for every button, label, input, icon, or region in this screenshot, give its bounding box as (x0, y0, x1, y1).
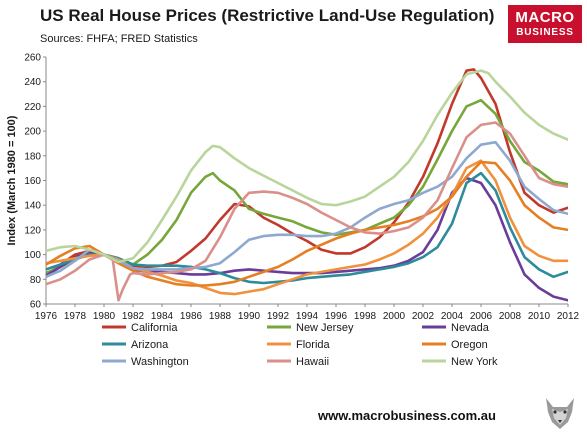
chart-title: US Real House Prices (Restrictive Land-U… (40, 6, 495, 25)
x-tick-label: 1978 (64, 311, 87, 322)
legend-label-arizona: Arizona (131, 339, 169, 351)
x-tick-label: 1982 (122, 311, 145, 322)
y-tick-label: 260 (24, 53, 41, 64)
series-line-washington (46, 140, 568, 279)
x-tick-label: 1994 (296, 311, 319, 322)
series-line-new-jersey (46, 98, 568, 275)
y-tick-label: 160 (24, 176, 41, 187)
x-tick-label: 2002 (412, 311, 435, 322)
x-tick-label: 1976 (35, 311, 58, 322)
wolf-logo-icon (540, 392, 580, 432)
legend-label-washington: Washington (131, 356, 189, 368)
y-tick-label: 220 (24, 102, 41, 113)
x-tick-label: 1992 (267, 311, 290, 322)
x-tick-label: 2010 (528, 311, 551, 322)
y-tick-label: 120 (24, 225, 41, 236)
legend-label-new-york: New York (451, 356, 498, 368)
x-tick-label: 2000 (383, 311, 406, 322)
y-tick-label: 200 (24, 127, 41, 138)
logo-line-1: MACRO (515, 9, 575, 26)
series-line-hawaii (46, 121, 568, 302)
legend-label-nevada: Nevada (451, 322, 490, 334)
y-tick-label: 80 (30, 275, 42, 286)
brand-logo[interactable]: MACRO BUSINESS (508, 5, 582, 43)
y-tick-label: 100 (24, 250, 41, 261)
y-tick-label: 60 (30, 300, 42, 311)
series-line-arizona (46, 171, 568, 285)
x-tick-label: 1998 (354, 311, 377, 322)
legend-label-new-jersey: New Jersey (296, 322, 354, 334)
footer-url[interactable]: www.macrobusiness.com.au (318, 408, 496, 423)
y-tick-label: 240 (24, 77, 41, 88)
y-tick-label: 140 (24, 201, 41, 212)
legend-label-hawaii: Hawaii (296, 356, 329, 368)
series-line-new-york (46, 69, 568, 264)
x-tick-label: 1980 (93, 311, 116, 322)
x-tick-label: 1986 (180, 311, 203, 322)
legend-label-california: California (131, 322, 178, 334)
x-tick-label: 2006 (470, 311, 493, 322)
y-tick-label: 180 (24, 151, 41, 162)
x-tick-label: 1984 (151, 311, 174, 322)
x-tick-label: 1996 (325, 311, 348, 322)
legend-label-florida: Florida (296, 339, 331, 351)
y-axis-label: Index (March 1980 = 100) (6, 115, 18, 245)
x-tick-label: 1988 (209, 311, 232, 322)
x-tick-label: 2008 (499, 311, 522, 322)
x-tick-label: 2004 (441, 311, 464, 322)
chart-subtitle: Sources: FHFA; FRED Statistics (40, 33, 198, 45)
series-line-oregon (46, 160, 568, 287)
logo-line-2: BUSINESS (516, 27, 574, 38)
legend-label-oregon: Oregon (451, 339, 488, 351)
x-tick-label: 1990 (238, 311, 261, 322)
x-tick-label: 2012 (557, 311, 580, 322)
